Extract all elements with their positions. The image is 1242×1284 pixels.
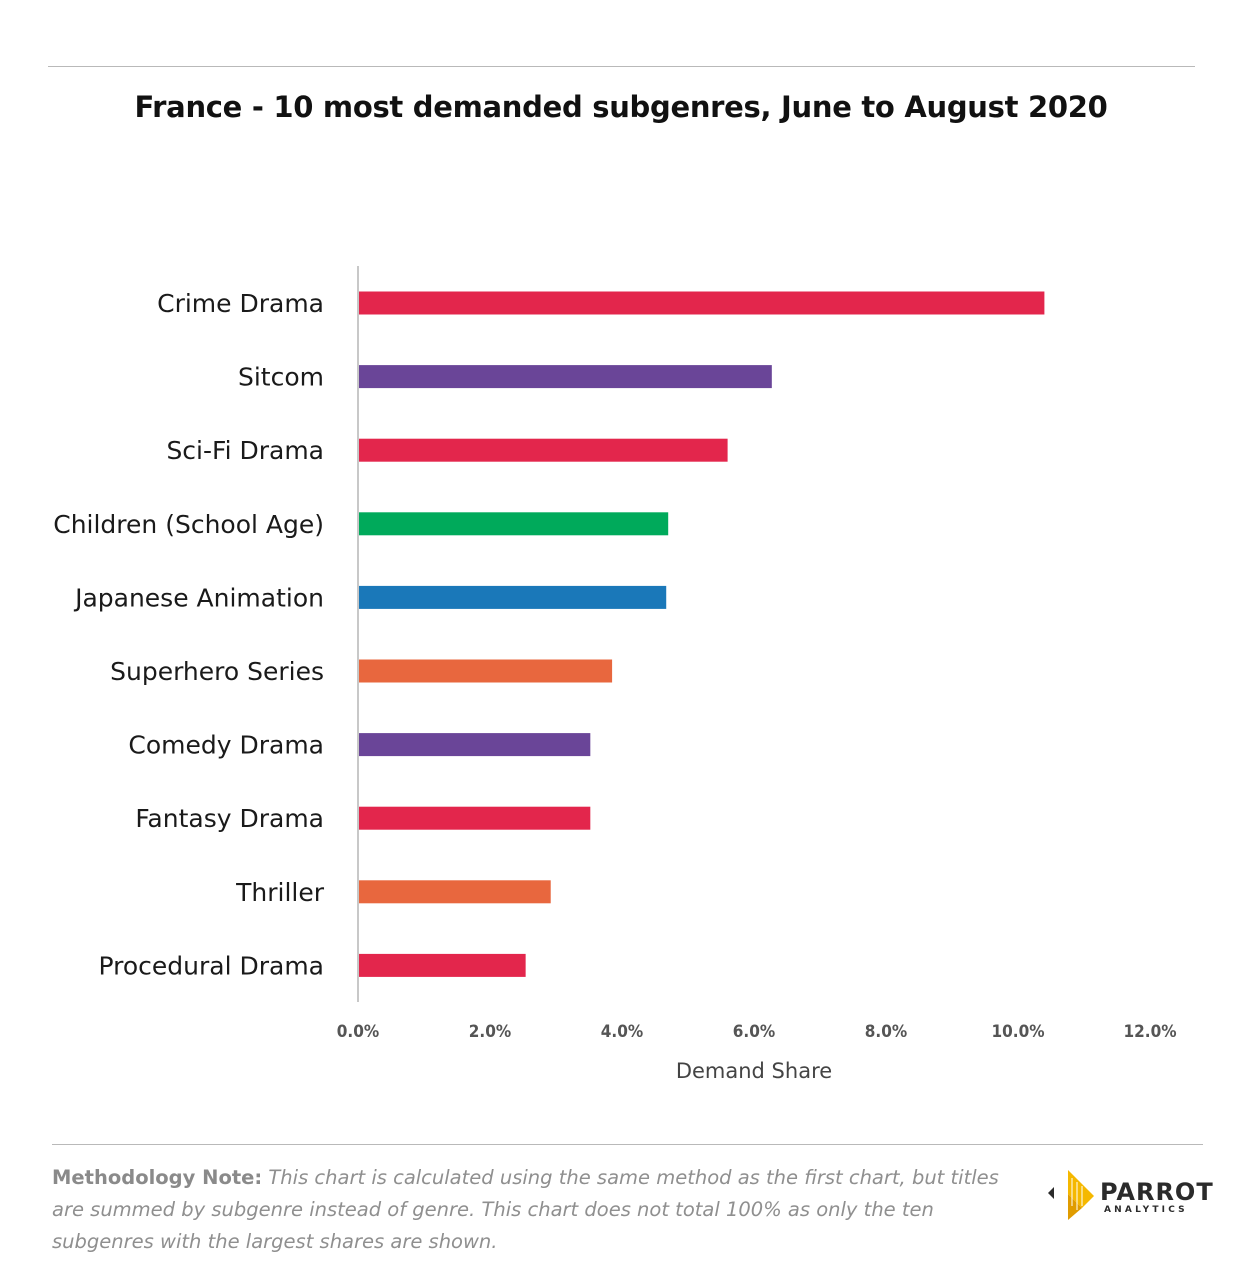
- category-label-sitcom: Sitcom: [238, 363, 324, 392]
- x-tick-label: 0.0%: [337, 1022, 379, 1042]
- category-label-comedy-drama: Comedy Drama: [128, 731, 324, 760]
- x-tick-label: 8.0%: [865, 1022, 907, 1042]
- x-tick-label: 6.0%: [733, 1022, 775, 1042]
- bar-japanese-animation: [358, 585, 667, 609]
- logo-wordmark: PARROT: [1100, 1178, 1214, 1206]
- category-label-crime-drama: Crime Drama: [157, 289, 324, 318]
- bar-crime-drama: [358, 291, 1045, 315]
- category-label-children-school-age: Children (School Age): [53, 510, 324, 539]
- parrot-analytics-logo: PARROT ANALYTICS: [1046, 1166, 1213, 1220]
- bar-comedy-drama: [358, 733, 591, 757]
- category-label-fantasy-drama: Fantasy Drama: [135, 804, 324, 833]
- methodology-note: Methodology Note: This chart is calculat…: [52, 1162, 1012, 1258]
- bar-chart: Crime Drama Sitcom Sci-Fi Drama Children (S…: [53, 266, 1177, 1083]
- x-tick-label: 4.0%: [601, 1022, 643, 1042]
- x-tick-label: 2.0%: [469, 1022, 511, 1042]
- bar-sitcom: [358, 365, 772, 389]
- logo-subtitle: ANALYTICS: [1104, 1205, 1188, 1215]
- x-tick-label: 12.0%: [1123, 1022, 1176, 1042]
- parrot-logo-icon: [1048, 1170, 1094, 1220]
- top-divider: [48, 66, 1195, 67]
- chart-title: France - 10 most demanded subgenres, Jun…: [134, 90, 1108, 124]
- category-label-superhero-series: Superhero Series: [110, 657, 324, 686]
- methodology-note-body: This chart is calculated using the same …: [52, 1166, 999, 1253]
- bottom-divider: [52, 1144, 1203, 1145]
- x-axis-title: Demand Share: [676, 1059, 832, 1083]
- methodology-note-lead: Methodology Note:: [52, 1166, 263, 1189]
- bar-sci-fi-drama: [358, 438, 728, 462]
- category-label-thriller: Thriller: [235, 878, 325, 907]
- bar-procedural-drama: [358, 953, 526, 977]
- category-label-japanese-animation: Japanese Animation: [73, 583, 324, 612]
- bar-superhero-series: [358, 659, 613, 683]
- bar-thriller: [358, 880, 551, 904]
- bar-children-school-age: [358, 512, 669, 536]
- category-label-procedural-drama: Procedural Drama: [98, 951, 324, 980]
- x-tick-label: 10.0%: [991, 1022, 1044, 1042]
- bar-fantasy-drama: [358, 806, 591, 830]
- category-label-sci-fi-drama: Sci-Fi Drama: [166, 436, 324, 465]
